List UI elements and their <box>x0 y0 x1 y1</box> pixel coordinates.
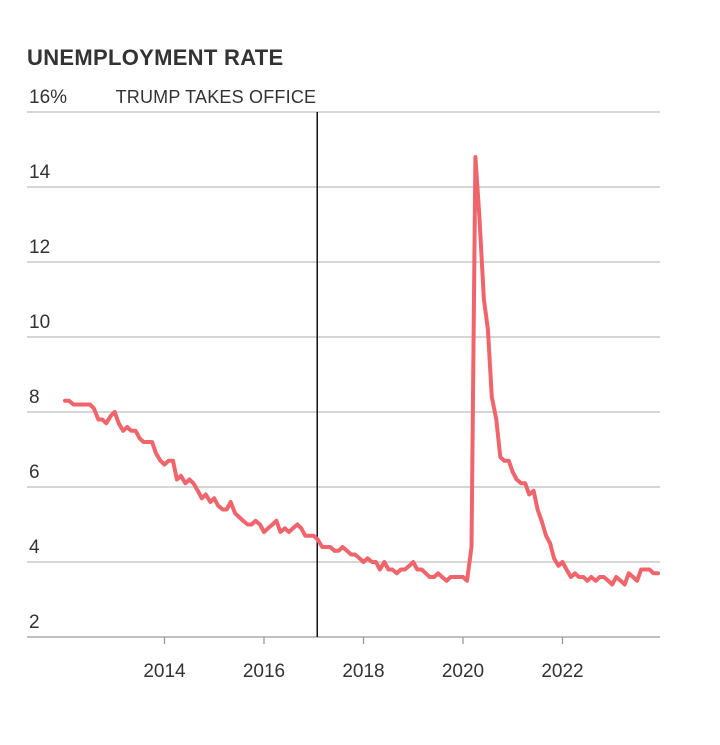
x-tick-label: 2020 <box>442 661 484 682</box>
annotation: TRUMP TAKES OFFICE <box>116 87 318 637</box>
chart-title: UNEMPLOYMENT RATE <box>27 45 284 70</box>
x-tick-label: 2016 <box>243 661 285 682</box>
annotation-label: TRUMP TAKES OFFICE <box>116 87 317 107</box>
y-tick-label: 6 <box>29 462 40 483</box>
y-tick-label: 12 <box>29 237 50 258</box>
y-axis-tick-labels: 2 4 6 8 10 12 14 16% <box>29 87 67 633</box>
series-line-unemployment <box>63 155 660 587</box>
y-tick-label: 14 <box>29 162 51 183</box>
x-tick-label: 2018 <box>342 661 384 682</box>
x-tick-label: 2022 <box>541 661 583 682</box>
x-axis: 2014 2016 2018 2020 2022 <box>143 637 584 682</box>
y-tick-label: 2 <box>29 612 40 633</box>
y-tick-label: 16% <box>29 87 67 108</box>
y-tick-label: 10 <box>29 312 50 333</box>
gridlines <box>27 111 660 638</box>
y-tick-label: 8 <box>29 387 40 408</box>
x-tick-label: 2014 <box>143 661 186 682</box>
series-layer <box>63 155 660 587</box>
y-tick-label: 4 <box>29 537 40 558</box>
